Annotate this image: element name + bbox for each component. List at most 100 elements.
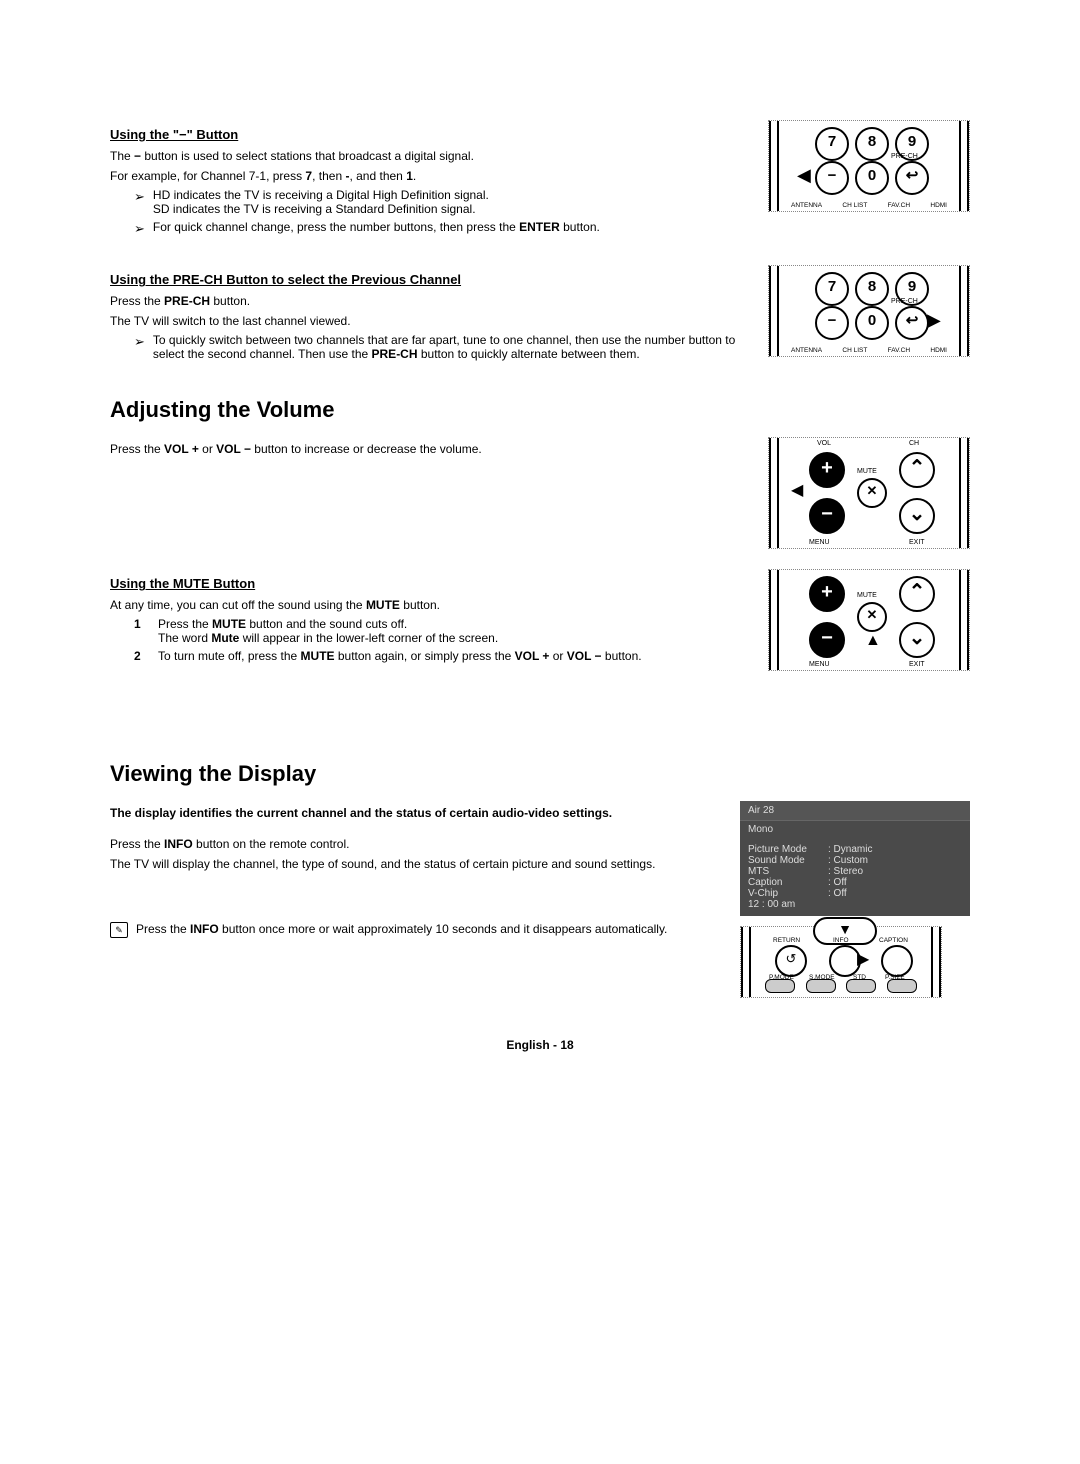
text-column: Using the "−" Button The − button is use… <box>110 120 748 241</box>
lbl: HDMI <box>930 347 947 354</box>
remote-info-diagram: ▼ RETURN INFO CAPTION ↺ ▶ P.MODE S.MODE … <box>740 926 942 998</box>
ch-down-button: ⌄ <box>899 498 935 534</box>
bullet-text: HD indicates the TV is receiving a Digit… <box>153 188 748 216</box>
step-number: 1 <box>134 617 158 631</box>
lbl: FAV.CH <box>888 202 910 209</box>
mute-label: MUTE <box>857 592 877 599</box>
caption-label: CAPTION <box>879 937 908 944</box>
return-button: ↺ <box>775 945 807 977</box>
remote-button-dash: − <box>815 161 849 195</box>
remote-button-8: 8 <box>855 127 889 161</box>
bullet-item: ➢ HD indicates the TV is receiving a Dig… <box>134 188 748 216</box>
pill <box>806 979 836 993</box>
osd-row: Caption: Off <box>748 877 962 888</box>
remote-button-0: 0 <box>855 161 889 195</box>
heading-viewing-display: Viewing the Display <box>110 761 970 787</box>
remote-button-dash: − <box>815 306 849 340</box>
k: V-Chip <box>748 888 828 899</box>
osd-display: Air 28 Mono Picture Mode: Dynamic Sound … <box>740 801 970 916</box>
t: button. <box>560 220 600 234</box>
remote-numpad-diagram-2: 7 8 9 − 0 PRE-CH ↩ ▶ ANTENNA CH LIST FAV… <box>768 265 970 357</box>
arrow-icon: ➢ <box>134 220 145 238</box>
step-1: 1 Press the MUTE button and the sound cu… <box>134 617 748 645</box>
v: : Custom <box>828 855 868 866</box>
page-footer: English - 18 <box>110 1038 970 1052</box>
t: The <box>110 149 134 163</box>
bottom-labels: ANTENNA CH LIST FAV.CH HDMI <box>791 347 947 354</box>
remote-button-7: 7 <box>815 272 849 306</box>
t: INFO <box>164 837 193 851</box>
menu-label: MENU <box>809 539 830 546</box>
pre-ch-label: PRE-CH <box>891 298 918 305</box>
para: Press the INFO button on the remote cont… <box>110 836 720 852</box>
remote-numpad-diagram-1: 7 8 9 − 0 PRE-CH ↩ ◀ ANTENNA CH LIST FAV… <box>768 120 970 212</box>
t: button and the sound cuts off. <box>246 617 407 631</box>
para: Press the VOL + or VOL − button to incre… <box>110 441 748 457</box>
bullet-item: ➢ For quick channel change, press the nu… <box>134 220 748 238</box>
t: button. <box>400 598 440 612</box>
para: For example, for Channel 7-1, press 7, t… <box>110 168 748 184</box>
pointer-icon: ▶ <box>857 949 869 969</box>
section-pre-ch: Using the PRE-CH Button to select the Pr… <box>110 265 970 367</box>
bullet-text: To quickly switch between two channels t… <box>153 333 748 361</box>
vol-down-button: − <box>809 622 845 658</box>
k: 12 : 00 am <box>748 899 828 910</box>
t: VOL − <box>567 649 602 663</box>
t: VOL + <box>515 649 550 663</box>
color-pills <box>765 979 917 993</box>
t: MUTE <box>301 649 335 663</box>
mute-button: ✕ <box>857 478 887 508</box>
subheading-dash: Using the "−" Button <box>110 126 748 144</box>
step-text: To turn mute off, press the MUTE button … <box>158 649 748 663</box>
section-mute: Using the MUTE Button At any time, you c… <box>110 569 970 681</box>
v: : Dynamic <box>828 844 872 855</box>
arrow-icon: ➢ <box>134 188 145 206</box>
mute-button: ✕ <box>857 602 887 632</box>
t: button on the remote control. <box>193 837 350 851</box>
osd-row: 12 : 00 am <box>748 899 962 910</box>
t: will appear in the lower-left corner of … <box>239 631 498 645</box>
pill <box>887 979 917 993</box>
section-dash-button: Using the "−" Button The − button is use… <box>110 120 970 241</box>
pre-ch-label: PRE-CH <box>891 153 918 160</box>
text-column: Using the PRE-CH Button to select the Pr… <box>110 265 748 365</box>
t: MUTE <box>366 598 400 612</box>
bottom-labels: ANTENNA CH LIST FAV.CH HDMI <box>791 202 947 209</box>
t: VOL − <box>216 442 251 456</box>
v: : Off <box>828 877 847 888</box>
osd-row: MTS: Stereo <box>748 866 962 877</box>
ch-up-button: ⌃ <box>899 576 935 612</box>
t: Press the <box>158 617 212 631</box>
k: MTS <box>748 866 828 877</box>
pointer-icon: ▶ <box>927 310 941 331</box>
t: PRE-CH <box>164 294 210 308</box>
t: INFO <box>190 922 219 936</box>
osd-row: Picture Mode: Dynamic <box>748 844 962 855</box>
t: For quick channel change, press the numb… <box>153 220 519 234</box>
para: The TV will display the channel, the typ… <box>110 856 720 872</box>
mute-label: MUTE <box>857 468 877 475</box>
osd-settings: Picture Mode: Dynamic Sound Mode: Custom… <box>740 838 970 916</box>
k: Sound Mode <box>748 855 828 866</box>
para: At any time, you can cut off the sound u… <box>110 597 748 613</box>
step-number: 2 <box>134 649 158 663</box>
osd-channel: Air 28 <box>740 801 970 820</box>
t: or <box>549 649 566 663</box>
step-text: Press the MUTE button and the sound cuts… <box>158 617 748 645</box>
exit-label: EXIT <box>909 539 925 546</box>
info-label: INFO <box>833 937 849 944</box>
t: button is used to select stations that b… <box>141 149 474 163</box>
step-2: 2 To turn mute off, press the MUTE butto… <box>134 649 748 663</box>
v: : Off <box>828 888 847 899</box>
t: For example, for Channel 7-1, press <box>110 169 305 183</box>
t: button to quickly alternate between them… <box>418 347 640 361</box>
t: MUTE <box>212 617 246 631</box>
pointer-icon: ▲ <box>865 632 881 650</box>
note-text: Press the INFO button once more or wait … <box>136 922 720 936</box>
subheading-mute: Using the MUTE Button <box>110 575 748 593</box>
t: PRE-CH <box>372 347 418 361</box>
t: Press the <box>136 922 190 936</box>
heading-adjusting-volume: Adjusting the Volume <box>110 397 970 423</box>
remote-button-pre-ch: ↩ <box>895 306 929 340</box>
figure-column: Air 28 Mono Picture Mode: Dynamic Sound … <box>740 801 970 998</box>
